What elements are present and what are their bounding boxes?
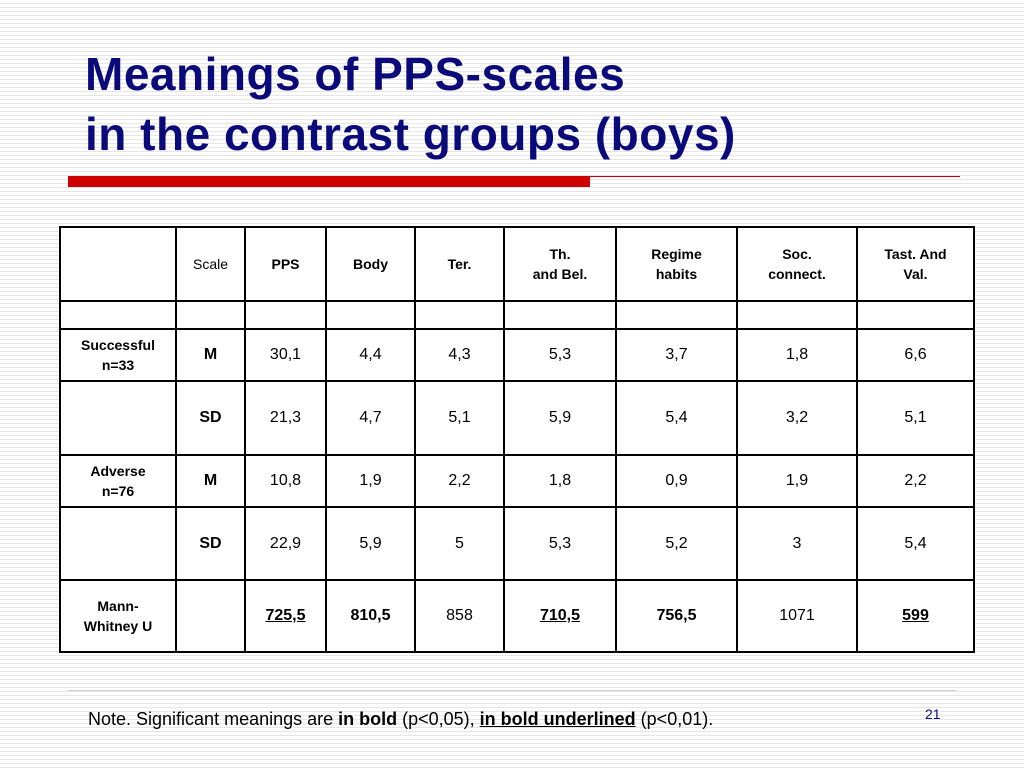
spacer-cell bbox=[414, 300, 505, 330]
footer-divider bbox=[68, 690, 956, 691]
header-th-line-1: Th. bbox=[549, 246, 571, 262]
title-accent-line bbox=[590, 176, 960, 177]
header-regime-line-1: Regime bbox=[651, 246, 702, 262]
header-soc-line-1: Soc. bbox=[782, 246, 812, 262]
cell-successful-sd-tast: 5,1 bbox=[856, 380, 975, 456]
results-table: Scale PPS Body Ter. Th. and Bel. Regime ha… bbox=[59, 226, 975, 653]
cell-adverse-m-th: 1,8 bbox=[503, 454, 617, 508]
header-soc-connect: Soc. connect. bbox=[736, 226, 858, 302]
header-regime-habits: Regime habits bbox=[615, 226, 738, 302]
spacer-cell bbox=[244, 300, 327, 330]
table-spacer-row bbox=[59, 300, 975, 330]
cell-successful-sd-ter: 5,1 bbox=[414, 380, 505, 456]
footnote-prefix: Note. Significant meanings are bbox=[88, 709, 339, 729]
table-row-successful-m: Successful n=33 M 30,1 4,4 4,3 5,3 3,7 1,… bbox=[59, 328, 975, 382]
cell-successful-sd-soc: 3,2 bbox=[736, 380, 858, 456]
cell-adverse-m-tast: 2,2 bbox=[856, 454, 975, 508]
cell-adverse-m-pps: 10,8 bbox=[244, 454, 327, 508]
header-tast-and-val: Tast. And Val. bbox=[856, 226, 975, 302]
header-pps: PPS bbox=[244, 226, 327, 302]
cell-adverse-sd-soc: 3 bbox=[736, 506, 858, 581]
table-row-mann-whitney: Mann- Whitney U 725,5 810,5 858 710,5 756… bbox=[59, 579, 975, 653]
group-successful-line-1: Successful bbox=[81, 337, 155, 353]
cell-adverse-m-soc: 1,9 bbox=[736, 454, 858, 508]
header-soc-line-2: connect. bbox=[768, 266, 826, 282]
cell-adverse-sd-pps: 22,9 bbox=[244, 506, 327, 581]
group-label-adverse: Adverse n=76 bbox=[59, 454, 177, 508]
group-mann-line-1: Mann- bbox=[97, 598, 139, 614]
cell-successful-sd-body: 4,7 bbox=[325, 380, 416, 456]
title-accent-bar bbox=[68, 176, 590, 187]
stat-label-m: M bbox=[175, 454, 246, 508]
cell-adverse-sd-th: 5,3 bbox=[503, 506, 617, 581]
group-label-empty bbox=[59, 506, 177, 581]
cell-successful-m-regime: 3,7 bbox=[615, 328, 738, 382]
footnote: Note. Significant meanings are in bold (… bbox=[88, 709, 908, 730]
header-body: Body bbox=[325, 226, 416, 302]
cell-adverse-m-body: 1,9 bbox=[325, 454, 416, 508]
cell-successful-sd-regime: 5,4 bbox=[615, 380, 738, 456]
stat-label-m: M bbox=[175, 328, 246, 382]
table-row-adverse-m: Adverse n=76 M 10,8 1,9 2,2 1,8 0,9 1,9 2… bbox=[59, 454, 975, 508]
table-header-row: Scale PPS Body Ter. Th. and Bel. Regime ha… bbox=[59, 226, 975, 302]
stat-label-sd: SD bbox=[175, 506, 246, 581]
spacer-cell bbox=[175, 300, 246, 330]
cell-mw-soc: 1071 bbox=[736, 579, 858, 653]
slide-title-line-1: Meanings of PPS-scales bbox=[85, 48, 626, 100]
cell-adverse-sd-tast: 5,4 bbox=[856, 506, 975, 581]
page-number: 21 bbox=[925, 706, 941, 722]
footnote-suffix: (p<0,01). bbox=[635, 709, 714, 729]
cell-mw-th: 710,5 bbox=[503, 579, 617, 653]
cell-successful-m-ter: 4,3 bbox=[414, 328, 505, 382]
footnote-bold: in bold bbox=[338, 709, 398, 729]
cell-successful-m-pps: 30,1 bbox=[244, 328, 327, 382]
header-scale: Scale bbox=[175, 226, 246, 302]
spacer-cell bbox=[503, 300, 617, 330]
cell-successful-sd-th: 5,9 bbox=[503, 380, 617, 456]
group-adverse-line-2: n=76 bbox=[101, 483, 135, 499]
group-label-mann-whitney: Mann- Whitney U bbox=[59, 579, 177, 653]
cell-successful-sd-pps: 21,3 bbox=[244, 380, 327, 456]
group-mann-line-2: Whitney U bbox=[83, 618, 153, 634]
cell-successful-m-soc: 1,8 bbox=[736, 328, 858, 382]
cell-mw-tast: 599 bbox=[856, 579, 975, 653]
table-row-adverse-sd: SD 22,9 5,9 5 5,3 5,2 3 5,4 bbox=[59, 506, 975, 581]
cell-adverse-sd-body: 5,9 bbox=[325, 506, 416, 581]
group-adverse-line-1: Adverse bbox=[90, 463, 146, 479]
cell-adverse-m-regime: 0,9 bbox=[615, 454, 738, 508]
cell-adverse-sd-ter: 5 bbox=[414, 506, 505, 581]
cell-mw-regime: 756,5 bbox=[615, 579, 738, 653]
stat-label-sd: SD bbox=[175, 380, 246, 456]
header-tast-line-1: Tast. And bbox=[884, 246, 947, 262]
cell-mw-pps: 725,5 bbox=[244, 579, 327, 653]
group-label-empty bbox=[59, 380, 177, 456]
cell-mw-ter: 858 bbox=[414, 579, 505, 653]
header-ter: Ter. bbox=[414, 226, 505, 302]
cell-successful-m-body: 4,4 bbox=[325, 328, 416, 382]
spacer-cell bbox=[59, 300, 177, 330]
slide-title: Meanings of PPS-scales in the contrast g… bbox=[85, 44, 985, 164]
cell-successful-m-th: 5,3 bbox=[503, 328, 617, 382]
stat-label-empty bbox=[175, 579, 246, 653]
header-th-line-2: and Bel. bbox=[532, 266, 588, 282]
table-row-successful-sd: SD 21,3 4,7 5,1 5,9 5,4 3,2 5,1 bbox=[59, 380, 975, 456]
group-successful-line-2: n=33 bbox=[101, 357, 135, 373]
footnote-bold-underlined: in bold underlined bbox=[479, 709, 636, 729]
group-label-successful: Successful n=33 bbox=[59, 328, 177, 382]
spacer-cell bbox=[736, 300, 858, 330]
header-blank-cell bbox=[59, 226, 177, 302]
header-regime-line-2: habits bbox=[655, 266, 698, 282]
cell-successful-m-tast: 6,6 bbox=[856, 328, 975, 382]
cell-adverse-sd-regime: 5,2 bbox=[615, 506, 738, 581]
cell-adverse-m-ter: 2,2 bbox=[414, 454, 505, 508]
header-th-and-bel: Th. and Bel. bbox=[503, 226, 617, 302]
slide-title-line-2: in the contrast groups (boys) bbox=[85, 108, 736, 160]
spacer-cell bbox=[856, 300, 975, 330]
spacer-cell bbox=[325, 300, 416, 330]
spacer-cell bbox=[615, 300, 738, 330]
cell-mw-body: 810,5 bbox=[325, 579, 416, 653]
footnote-middle: (p<0,05), bbox=[397, 709, 480, 729]
header-tast-line-2: Val. bbox=[903, 266, 928, 282]
